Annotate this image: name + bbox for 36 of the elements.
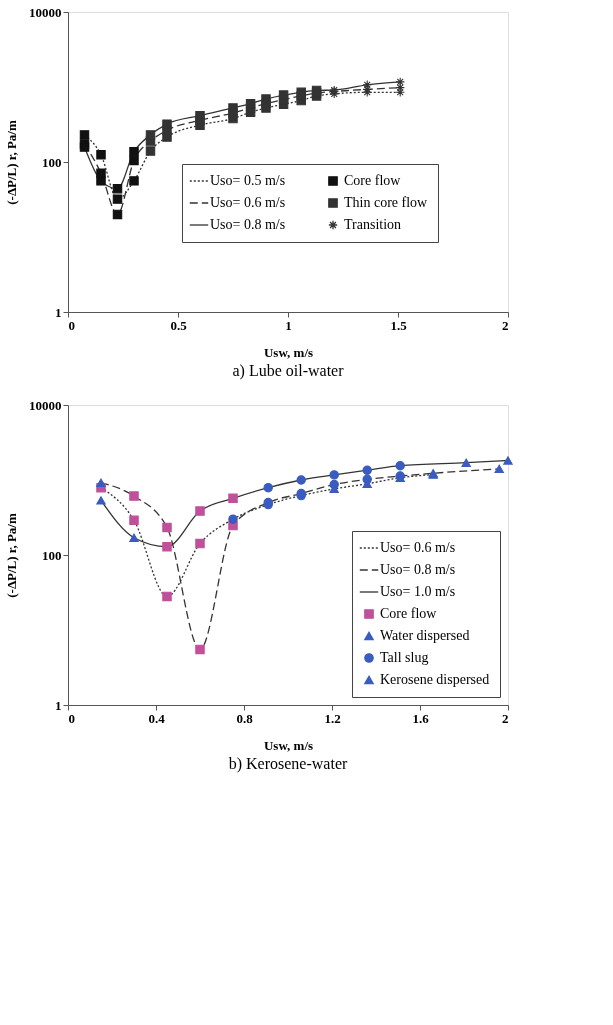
y-tick-label: 1 <box>55 304 62 320</box>
y-axis-title: (-ΔP/L) r, Pa/m <box>4 120 19 205</box>
legend-label: Core flow <box>380 606 438 621</box>
legend-label: Tall slug <box>380 650 429 665</box>
legend-label: Transition <box>344 217 402 232</box>
text: a) Lube oil-water <box>232 362 345 380</box>
text: b) Kerosene-water <box>228 755 348 773</box>
legend-label: Thin core flow <box>344 195 429 210</box>
legend-label: Water dispersed <box>380 628 470 643</box>
x-tick-label: 0.8 <box>236 710 254 726</box>
y-tick-label: 100 <box>42 547 62 563</box>
x-tick-label: 0 <box>68 317 75 333</box>
x-tick-label: 2 <box>502 710 509 726</box>
x-tick-label: 0 <box>68 710 75 726</box>
x-tick-label: 0.4 <box>148 710 166 726</box>
legend-label: Core flow <box>344 173 402 188</box>
x-tick-label: 1.5 <box>390 317 408 333</box>
legend-label: Kerosene dispersed <box>380 672 490 687</box>
x-axis-title: Usw, m/s <box>263 344 314 360</box>
legend-label: Uso= 0.8 m/s <box>210 217 286 232</box>
y-tick-label: 10000 <box>29 397 62 413</box>
x-tick-label: 2 <box>502 317 509 333</box>
y-tick-label: 100 <box>42 154 62 170</box>
legend-label: Uso= 0.8 m/s <box>380 562 456 577</box>
y-tick-label: 1 <box>55 697 62 713</box>
legend-label: Uso= 1.0 m/s <box>380 584 456 599</box>
x-tick-label: 0.5 <box>170 317 188 333</box>
y-tick-label: 10000 <box>29 4 62 20</box>
x-tick-label: 1.2 <box>324 710 341 726</box>
x-tick-label: 1 <box>285 317 292 333</box>
legend-label: Uso= 0.6 m/s <box>380 540 456 555</box>
y-axis-title: (-ΔP/L) r, Pa/m <box>4 513 19 598</box>
legend-label: Uso= 0.5 m/s <box>210 173 286 188</box>
x-tick-label: 1.6 <box>412 710 430 726</box>
x-axis-title: Usw, m/s <box>263 737 314 753</box>
legend-label: Uso= 0.6 m/s <box>210 195 286 210</box>
